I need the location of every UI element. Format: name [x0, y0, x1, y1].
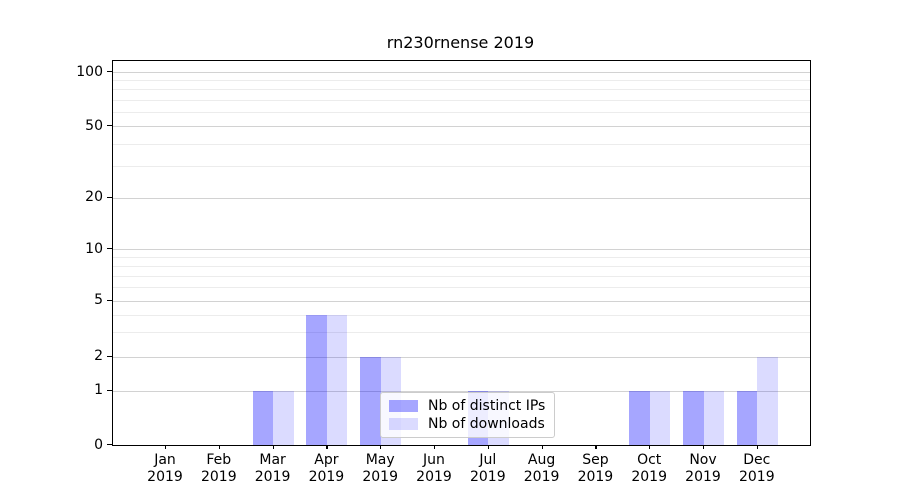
gridline-minor-60 [113, 112, 810, 114]
plot-area: Nb of distinct IPs Nb of downloads [112, 60, 811, 446]
legend-label-distinct-ips: Nb of distinct IPs [428, 398, 546, 414]
x-tick-label-dec: Dec 2019 [738, 452, 775, 485]
legend-swatch-downloads-icon [389, 418, 418, 430]
x-tick-mark-feb [218, 445, 220, 450]
bar-downloads-oct [649, 390, 671, 445]
gridline-100 [113, 72, 810, 73]
y-tick-label-20: 20 [85, 189, 103, 206]
gridline-minor-70 [113, 99, 810, 101]
x-tick-mark-nov [703, 445, 705, 450]
y-tick-mark-5 [107, 299, 112, 302]
x-tick-mark-aug [541, 445, 543, 450]
gridline-minor-30 [113, 166, 810, 168]
y-tick-mark-0 [107, 444, 112, 446]
x-tick-mark-jul [487, 445, 489, 450]
y-tick-mark-1 [107, 389, 112, 391]
gridline-minor-80 [113, 89, 810, 91]
x-tick-mark-may [380, 445, 382, 450]
y-tick-label-1: 1 [94, 382, 103, 398]
x-tick-mark-apr [326, 445, 328, 450]
gridline-minor-6 [113, 287, 810, 289]
y-tick-mark-100 [107, 71, 112, 73]
bar-distinct-ips-dec [736, 390, 758, 445]
gridline-minor-90 [113, 80, 810, 82]
bar-distinct-ips-apr [306, 314, 327, 445]
gridline-5 [113, 300, 810, 302]
y-tick-label-50: 50 [85, 117, 103, 134]
x-tick-mark-mar [272, 445, 274, 450]
y-tick-mark-20 [107, 196, 112, 198]
bar-distinct-ips-oct [629, 390, 650, 445]
x-tick-label-mar: Mar 2019 [254, 452, 291, 485]
x-tick-label-jul: Jul 2019 [469, 452, 506, 485]
chart-title: rn230rnense 2019 [386, 33, 535, 52]
x-tick-label-apr: Apr 2019 [308, 452, 345, 485]
x-tick-label-jun: Jun 2019 [416, 452, 452, 485]
x-tick-label-aug: Aug 2019 [523, 452, 560, 485]
y-tick-label-0: 0 [94, 436, 103, 453]
y-tick-label-2: 2 [94, 348, 103, 365]
legend-entry-distinct-ips: Nb of distinct IPs [389, 397, 545, 415]
x-tick-label-nov: Nov 2019 [685, 452, 721, 485]
bar-downloads-apr [326, 314, 348, 445]
y-tick-label-10: 10 [85, 240, 103, 257]
x-tick-label-may: May 2019 [362, 452, 399, 485]
gridline-10 [113, 249, 810, 251]
bar-downloads-nov [703, 390, 724, 445]
bar-downloads-mar [273, 390, 294, 445]
x-tick-label-sep: Sep 2019 [577, 452, 614, 485]
x-tick-label-jan: Jan 2019 [147, 452, 183, 485]
x-tick-mark-oct [649, 445, 651, 450]
gridline-2 [113, 356, 810, 358]
gridline-1 [113, 390, 810, 392]
gridline-minor-4 [113, 314, 810, 316]
y-tick-label-5: 5 [94, 292, 103, 309]
legend-label-downloads: Nb of downloads [428, 416, 545, 432]
gridline-minor-7 [113, 275, 810, 277]
gridline-minor-9 [113, 257, 810, 259]
legend: Nb of distinct IPs Nb of downloads [380, 392, 556, 438]
x-tick-mark-dec [756, 445, 758, 450]
y-tick-mark-2 [107, 355, 112, 357]
y-tick-mark-50 [107, 125, 112, 127]
gridline-minor-40 [113, 143, 810, 145]
bar-distinct-ips-may [360, 356, 381, 445]
gridline-minor-8 [113, 265, 810, 267]
gridline-20 [113, 197, 810, 199]
x-tick-mark-sep [595, 445, 597, 450]
bar-distinct-ips-mar [252, 390, 274, 445]
x-tick-label-oct: Oct 2019 [631, 452, 668, 485]
gridline-50 [113, 126, 810, 128]
x-tick-mark-jun [434, 445, 436, 450]
bar-downloads-dec [757, 356, 778, 445]
bar-distinct-ips-nov [683, 390, 704, 445]
y-tick-label-100: 100 [76, 63, 103, 80]
legend-entry-downloads: Nb of downloads [389, 415, 545, 433]
gridline-minor-3 [113, 331, 810, 333]
x-tick-label-feb: Feb 2019 [200, 452, 237, 485]
y-tick-mark-10 [107, 248, 112, 250]
legend-swatch-distinct-ips-icon [389, 400, 418, 412]
x-tick-mark-jan [165, 445, 167, 450]
